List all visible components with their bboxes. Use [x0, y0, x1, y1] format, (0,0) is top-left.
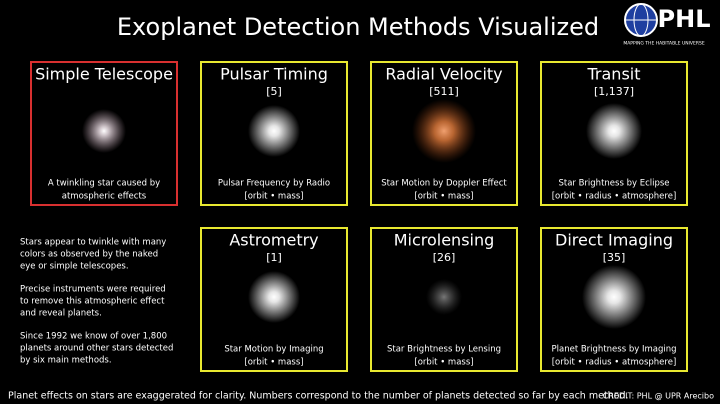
panel-count: [511] [429, 85, 459, 98]
star-glow [412, 99, 476, 163]
panel-frame [540, 227, 688, 372]
sidebar-line: to remove this atmospheric effect [20, 297, 165, 307]
panel-caption: [orbit • mass] [244, 358, 303, 368]
panel-name: Transit [587, 65, 641, 84]
panel-name: Direct Imaging [555, 231, 673, 250]
panel-frame [200, 227, 348, 372]
credit: CREDIT: PHL @ UPR Arecibo [603, 392, 714, 401]
panel-frame [200, 61, 348, 206]
sidebar-line: and reveal planets. [20, 309, 102, 319]
panel-name: Simple Telescope [35, 65, 173, 84]
star-glow [582, 265, 646, 329]
logo-tagline: MAPPING THE HABITABLE UNIVERSE [623, 41, 705, 47]
panel-caption: Star Brightness by Lensing [387, 345, 501, 355]
panel-caption: [orbit • radius • atmosphere] [552, 358, 677, 368]
panel-count: [35] [603, 251, 626, 264]
panel-name: Radial Velocity [385, 65, 502, 84]
panel-count: [26] [433, 251, 456, 264]
panel-caption: A twinkling star caused by [48, 179, 160, 189]
panel-caption: Pulsar Frequency by Radio [218, 179, 330, 189]
sidebar-line: colors as observed by the naked [20, 250, 158, 260]
panel-count: [5] [266, 85, 282, 98]
panels: Simple Telescope A twinkling star caused … [30, 61, 688, 372]
sidebar: Stars appear to twinkle with many colors … [20, 238, 173, 366]
panel-name: Microlensing [394, 231, 495, 250]
sidebar-line: by six main methods. [20, 356, 112, 366]
footer-note: Planet effects on stars are exaggerated … [8, 391, 629, 402]
sidebar-line: Since 1992 we know of over 1,800 [20, 332, 167, 342]
sidebar-line: eye or simple telescopes. [20, 262, 129, 272]
title: Exoplanet Detection Methods Visualized [117, 13, 599, 41]
panel-name: Astrometry [229, 231, 318, 250]
panel-caption: [orbit • mass] [244, 192, 303, 202]
panel-caption: [orbit • mass] [414, 192, 473, 202]
panel-caption: Star Motion by Doppler Effect [381, 179, 507, 189]
star-glow [82, 109, 126, 153]
sidebar-line: Stars appear to twinkle with many [20, 238, 166, 248]
panel-name: Pulsar Timing [220, 65, 328, 84]
star-glow [426, 279, 462, 315]
panel-caption: Star Brightness by Eclipse [558, 179, 669, 189]
sidebar-line: Precise instruments were required [20, 285, 166, 295]
logo: PHL MAPPING THE HABITABLE UNIVERSE [623, 3, 711, 47]
panel-frame [540, 61, 688, 206]
logo-text: PHL [658, 5, 711, 33]
panel-caption: Star Motion by Imaging [224, 345, 323, 355]
panel-count: [1,137] [594, 85, 634, 98]
panel-caption: Planet Brightness by Imaging [552, 345, 677, 355]
panel-caption: [orbit • mass] [414, 358, 473, 368]
star-glow [248, 271, 300, 323]
panel-frame [370, 227, 518, 372]
star-glow [586, 103, 642, 159]
panel-frame [370, 61, 518, 206]
panel-frame [30, 61, 178, 206]
panel-caption: [orbit • radius • atmosphere] [552, 192, 677, 202]
panel-caption: atmospheric effects [62, 192, 147, 202]
panel-count: [1] [266, 251, 282, 264]
sidebar-line: planets around other stars detected [20, 344, 173, 354]
star-glow [248, 105, 300, 157]
